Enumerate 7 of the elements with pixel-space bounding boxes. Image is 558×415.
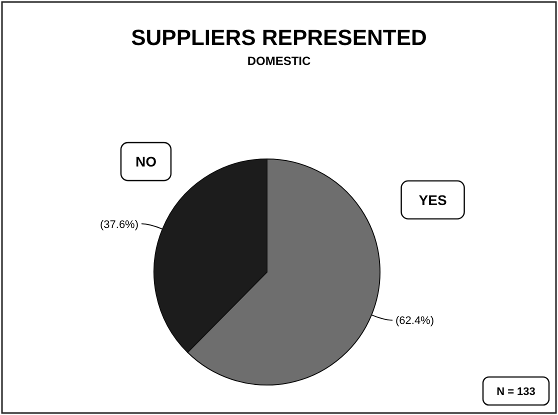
text: N = 133: [496, 386, 536, 398]
slice-label: NO: [135, 154, 157, 170]
data-label: (37.6%): [100, 218, 139, 231]
chart-subtitle: DOMESTIC: [247, 54, 311, 68]
slice-label: YES: [418, 192, 447, 208]
data-label: (62.4%): [395, 315, 434, 328]
chart-title: SUPPLIERS REPRESENTED: [131, 25, 427, 50]
